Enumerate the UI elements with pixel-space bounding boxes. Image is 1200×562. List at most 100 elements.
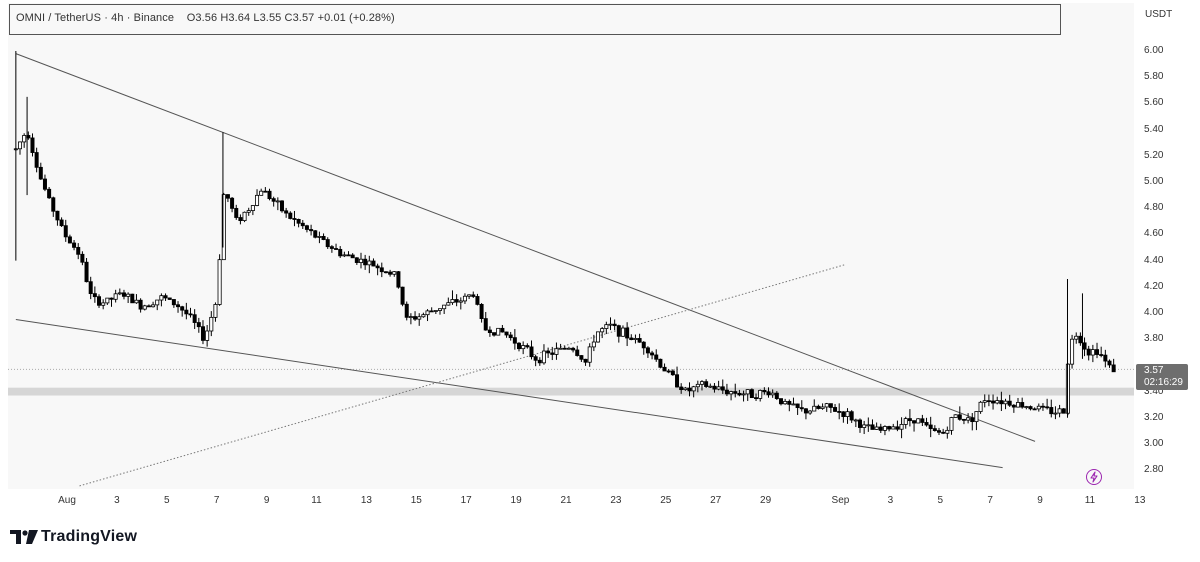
y-tick-label: 5.60 <box>1144 97 1164 109</box>
candle-body <box>234 207 239 218</box>
candle-body <box>862 424 867 428</box>
bar-countdown: 02:16:29 <box>1144 377 1183 388</box>
candle-body <box>1045 406 1050 409</box>
candle-body <box>279 200 284 212</box>
candle-body <box>429 310 434 313</box>
candle-body <box>1032 408 1037 411</box>
legend-pair[interactable]: OMNI / TetherUS <box>16 12 102 24</box>
candle-body <box>475 296 480 305</box>
candle-body <box>837 411 842 413</box>
tradingview-brand[interactable]: TradingView <box>10 528 137 546</box>
candle-body <box>113 293 118 300</box>
candle-body <box>550 352 555 355</box>
candle-body <box>97 296 102 306</box>
x-tick-label: 11 <box>1084 495 1096 506</box>
candle-body <box>803 408 808 414</box>
candle-body <box>1036 405 1041 410</box>
candle-body <box>729 391 734 395</box>
candle-body <box>887 426 892 430</box>
candle-body <box>662 366 667 372</box>
y-tick-label: 3.80 <box>1144 333 1164 345</box>
candle-body <box>658 358 663 368</box>
candle-body <box>67 236 72 244</box>
candle-body <box>138 299 143 310</box>
candle-body <box>1016 402 1021 408</box>
candle-body <box>288 212 293 219</box>
x-tick-label: 23 <box>610 495 622 506</box>
last-price-value: 3.57 <box>1144 365 1164 376</box>
candle-body <box>683 387 688 391</box>
candle-body <box>591 341 596 348</box>
candle-body <box>546 350 551 354</box>
candle-body <box>438 308 443 311</box>
candle-body <box>117 292 122 295</box>
candle-body <box>55 210 60 221</box>
candle-body <box>30 137 35 153</box>
trendline-lower-falling <box>15 319 1003 469</box>
candle-body <box>704 381 709 387</box>
price-axis[interactable] <box>1134 3 1200 489</box>
candle-body <box>745 389 750 395</box>
candle-body <box>238 217 243 221</box>
candle-body <box>284 210 289 214</box>
candle-body <box>716 386 721 390</box>
flash-icon[interactable] <box>1086 469 1102 485</box>
candle-body <box>758 389 763 399</box>
candle-body <box>691 386 696 392</box>
candle-body <box>242 211 247 221</box>
candle-body <box>999 400 1004 405</box>
candle-body <box>383 271 388 274</box>
last-price-tag: 3.57 02:16:29 <box>1136 364 1188 390</box>
candle-body <box>500 327 505 333</box>
candle-body <box>600 328 605 333</box>
candle-body <box>1049 407 1054 415</box>
candle-body <box>317 236 322 238</box>
candle-body <box>974 411 979 423</box>
candle-body <box>267 190 272 200</box>
candle-body <box>126 293 131 297</box>
candle-body <box>583 358 588 363</box>
candle-body <box>358 258 363 263</box>
candle-body <box>596 331 601 343</box>
y-tick-label: 2.80 <box>1144 464 1164 476</box>
candle-body <box>937 430 942 433</box>
candle-body <box>783 401 788 405</box>
currency-label[interactable]: USDT <box>1145 9 1173 20</box>
candle-body <box>1095 349 1100 355</box>
candle-body <box>508 334 513 339</box>
candle-body <box>42 178 47 190</box>
candle-body <box>271 198 276 202</box>
price-chart[interactable] <box>8 3 1134 489</box>
candle-body <box>180 306 185 311</box>
candle-body <box>737 392 742 396</box>
candle-body <box>608 323 613 326</box>
candle-body <box>820 406 825 409</box>
candle-body <box>762 389 767 393</box>
candle-body <box>525 345 530 348</box>
x-tick-label: 11 <box>311 495 322 506</box>
candle-body <box>346 254 351 257</box>
candle-body <box>413 316 418 320</box>
x-tick-label: Sep <box>831 495 850 506</box>
candle-body <box>1003 400 1008 405</box>
candle-body <box>259 190 264 196</box>
chart-area[interactable] <box>8 3 1134 489</box>
legend-interval[interactable]: 4h <box>111 12 124 24</box>
x-tick-label: 21 <box>560 495 572 506</box>
y-tick-label: 3.20 <box>1144 411 1164 423</box>
candle-body <box>76 246 81 255</box>
candle-body <box>334 248 339 250</box>
candle-body <box>1103 354 1108 362</box>
candle-body <box>541 350 546 364</box>
candle-body <box>558 347 563 350</box>
candle-body <box>795 403 800 409</box>
candle-body <box>196 322 201 328</box>
x-tick-label: 15 <box>410 495 422 506</box>
candle-body <box>176 304 181 308</box>
candle-body <box>666 370 671 373</box>
candle-body <box>641 341 646 349</box>
legend-open: O3.56 <box>186 12 218 24</box>
candle-body <box>84 261 89 283</box>
candle-body <box>155 299 160 306</box>
candle-body <box>171 299 176 306</box>
